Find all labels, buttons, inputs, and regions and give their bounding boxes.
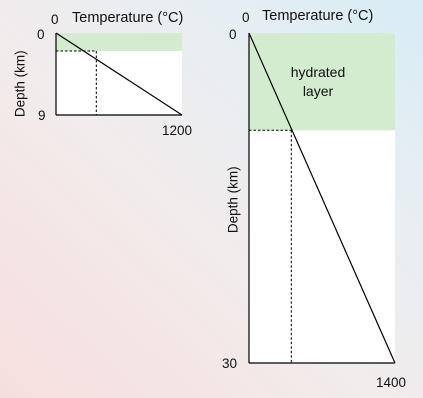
panel-small-x-axis-title: Temperature (°C) <box>72 10 184 26</box>
panel-large-geotherm-line <box>248 32 396 364</box>
panel-small-x-tick-min: 0 <box>51 12 59 27</box>
panel-large-x-tick-max: 1400 <box>376 375 407 390</box>
panel-large-y-tick-max: 30 <box>222 356 238 371</box>
panel-large-x-tick-min: 0 <box>242 10 250 25</box>
panel-small-hydrated-layer <box>56 33 182 51</box>
panel-large-y-tick-min: 0 <box>229 27 237 42</box>
hydrated-layer-label: hydrated layer <box>290 64 346 99</box>
panel-small-y-tick-min: 0 <box>37 27 45 42</box>
panel-large-hydrated-layer <box>249 33 395 131</box>
panel-large <box>248 32 396 364</box>
panel-small-geotherm-line <box>55 32 183 116</box>
panel-small-x-tick-max: 1200 <box>162 123 193 138</box>
panel-small <box>55 32 183 116</box>
panel-small-y-tick-max: 9 <box>38 108 46 123</box>
panel-small-y-axis-title: Depth (km) <box>12 50 28 118</box>
panel-large-y-axis-title: Depth (km) <box>225 166 241 234</box>
panel-large-x-axis-title: Temperature (°C) <box>262 8 374 24</box>
